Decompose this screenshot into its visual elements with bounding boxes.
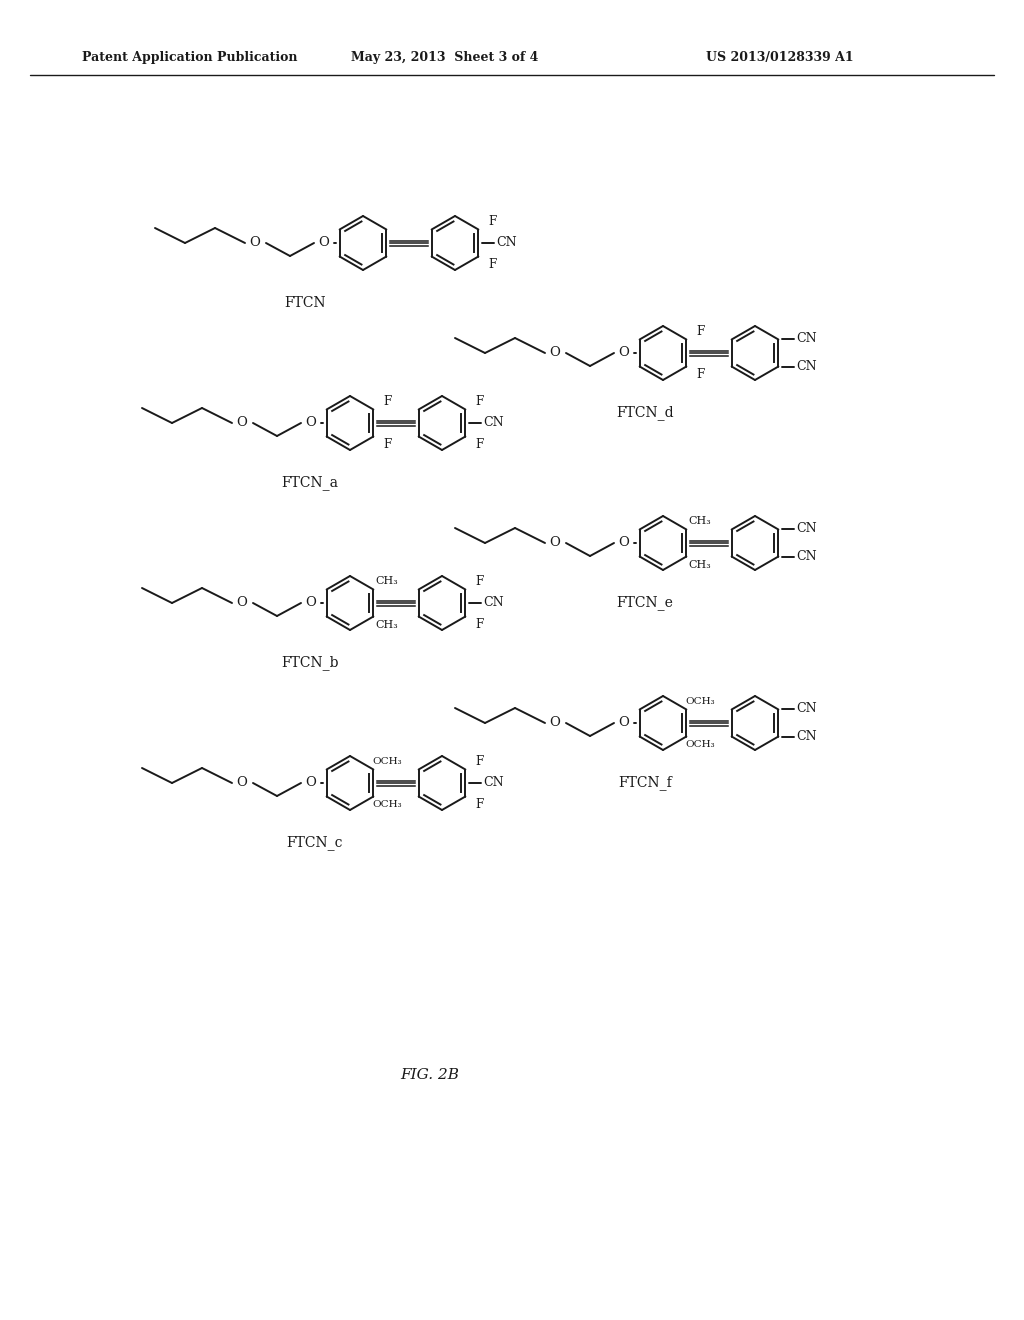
Text: FTCN: FTCN (285, 296, 326, 310)
Text: F: F (475, 755, 483, 768)
Text: O: O (237, 417, 248, 429)
Text: US 2013/0128339 A1: US 2013/0128339 A1 (707, 51, 854, 65)
Text: O: O (618, 346, 630, 359)
Text: F: F (488, 215, 497, 228)
Text: CN: CN (483, 417, 504, 429)
Text: F: F (475, 395, 483, 408)
Text: O: O (250, 236, 260, 249)
Text: CN: CN (496, 236, 517, 249)
Text: F: F (383, 438, 391, 451)
Text: F: F (488, 257, 497, 271)
Text: O: O (237, 597, 248, 610)
Text: CN: CN (483, 597, 504, 610)
Text: O: O (550, 346, 560, 359)
Text: F: F (383, 395, 391, 408)
Text: F: F (696, 368, 705, 381)
Text: FIG. 2B: FIG. 2B (400, 1068, 460, 1082)
Text: CH₃: CH₃ (376, 619, 398, 630)
Text: O: O (305, 417, 316, 429)
Text: OCH₃: OCH₃ (685, 697, 715, 706)
Text: OCH₃: OCH₃ (685, 741, 715, 748)
Text: FTCN_d: FTCN_d (616, 405, 674, 421)
Text: Patent Application Publication: Patent Application Publication (82, 51, 298, 65)
Text: F: F (475, 799, 483, 810)
Text: CN: CN (796, 523, 816, 536)
Text: O: O (550, 717, 560, 730)
Text: CN: CN (796, 360, 816, 374)
Text: FTCN_c: FTCN_c (287, 836, 343, 850)
Text: CH₃: CH₃ (689, 560, 712, 569)
Text: CN: CN (483, 776, 504, 789)
Text: O: O (618, 536, 630, 549)
Text: CN: CN (796, 730, 816, 743)
Text: FTCN_b: FTCN_b (282, 656, 339, 671)
Text: May 23, 2013  Sheet 3 of 4: May 23, 2013 Sheet 3 of 4 (351, 51, 539, 65)
Text: F: F (475, 576, 483, 587)
Text: CH₃: CH₃ (689, 516, 712, 527)
Text: CN: CN (796, 702, 816, 715)
Text: O: O (550, 536, 560, 549)
Text: O: O (305, 776, 316, 789)
Text: O: O (305, 597, 316, 610)
Text: CN: CN (796, 333, 816, 346)
Text: CH₃: CH₃ (376, 577, 398, 586)
Text: FTCN_f: FTCN_f (618, 776, 672, 791)
Text: FTCN_a: FTCN_a (282, 475, 339, 491)
Text: F: F (475, 618, 483, 631)
Text: F: F (475, 438, 483, 451)
Text: O: O (318, 236, 330, 249)
Text: CN: CN (796, 550, 816, 564)
Text: OCH₃: OCH₃ (373, 800, 402, 809)
Text: FTCN_e: FTCN_e (616, 595, 674, 610)
Text: O: O (618, 717, 630, 730)
Text: F: F (696, 325, 705, 338)
Text: OCH₃: OCH₃ (373, 756, 402, 766)
Text: O: O (237, 776, 248, 789)
